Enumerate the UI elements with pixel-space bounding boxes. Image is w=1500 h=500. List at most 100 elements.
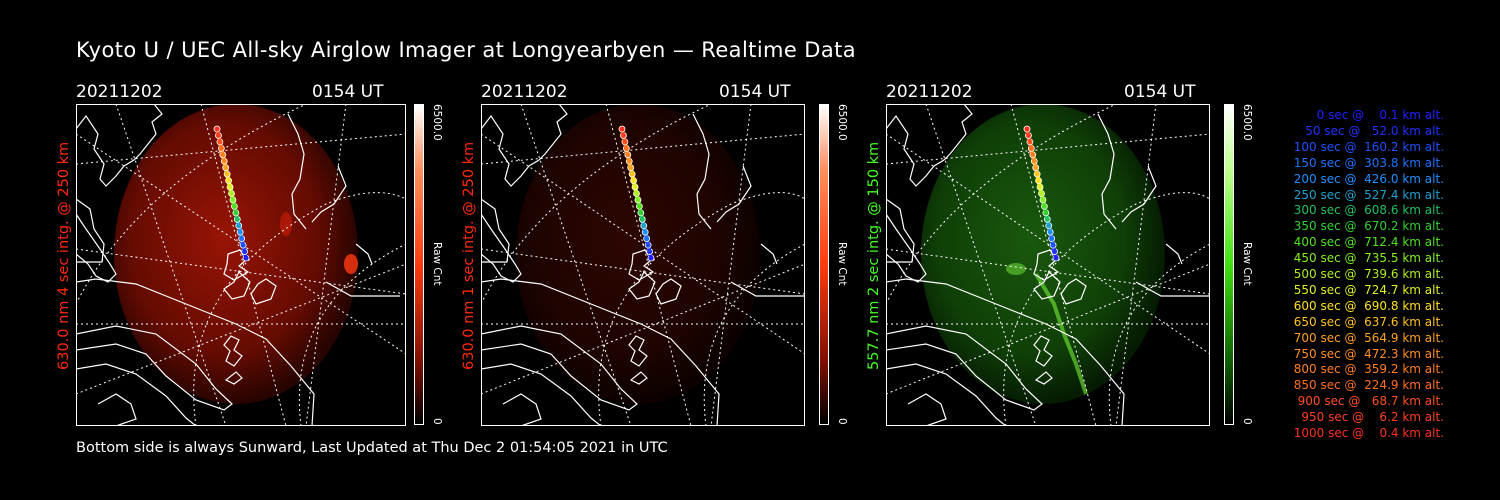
grid-line [605, 104, 692, 426]
grid-line [886, 104, 1117, 305]
grid-line [115, 104, 227, 426]
coastline [1034, 371, 1053, 385]
grid-line [1010, 104, 1097, 426]
panel-3-colorbar [1224, 104, 1234, 425]
coastline [223, 271, 251, 300]
grid-line [710, 104, 752, 426]
panel-frame [481, 104, 805, 426]
legend-entry: 1000 sec @ 0.4 km alt. [1293, 426, 1444, 440]
coastline [730, 281, 805, 297]
aurora-spot [280, 212, 292, 236]
coastline [886, 198, 915, 263]
coastline [886, 104, 973, 187]
coastline [355, 243, 373, 265]
legend-entry: 800 sec @ 359.2 km alt. [1289, 362, 1444, 377]
grid-line [1108, 243, 1210, 426]
grid-line [298, 243, 406, 426]
page-title: Kyoto U / UEC All-sky Airglow Imager at … [76, 38, 857, 62]
legend-entry: 850 sec @ 224.9 km alt. [1289, 378, 1444, 393]
grid-line [886, 263, 1210, 395]
panel-1-date: 20211202 [76, 82, 163, 102]
coastline [1033, 335, 1053, 367]
coastline [481, 198, 510, 263]
panel-2-image [481, 104, 805, 426]
coastline [886, 363, 1007, 426]
sky-image [114, 104, 358, 404]
panel-3-date: 20211202 [886, 82, 973, 102]
grid-line [305, 104, 347, 426]
grid-line [1115, 104, 1157, 426]
grid-line [76, 133, 406, 355]
coastline [223, 335, 243, 367]
coastline [97, 393, 137, 426]
panel-3-side-label: 557.7 nm 2 sec intg. @ 150 km [866, 141, 882, 370]
coastline [502, 393, 542, 426]
grid-line [886, 133, 1210, 165]
coastline [886, 213, 927, 283]
trajectory-point [213, 125, 221, 133]
coastline [481, 104, 568, 187]
coastline [1165, 243, 1183, 265]
coastline [250, 278, 277, 305]
coastline [629, 371, 648, 385]
panel-1-time: 0154 UT [312, 82, 384, 102]
legend-entry: 750 sec @ 472.3 km alt. [1289, 346, 1444, 361]
coastline [1135, 281, 1210, 297]
aurora-spot [1006, 263, 1026, 275]
panel-1-cbar-max: 6500.0 [431, 104, 443, 141]
panel-1-side-label: 630.0 nm 4 sec intg. @ 250 km [56, 141, 72, 370]
coastline [76, 278, 315, 426]
grid-line [76, 263, 406, 395]
coastline [655, 278, 682, 305]
grid-line [76, 133, 406, 165]
coastline [1121, 165, 1157, 223]
coastline [311, 165, 347, 223]
coastline [1060, 278, 1087, 305]
coastline [481, 278, 720, 426]
coastline [76, 213, 117, 283]
legend-entry: 650 sec @ 637.6 km alt. [1289, 314, 1444, 329]
panel-1-image [76, 104, 406, 426]
panel-1-cbar-min: 0 [431, 418, 443, 425]
sky-image [516, 104, 760, 404]
grid-line [76, 248, 406, 295]
panel-2-cbar-max: 6500.0 [836, 104, 848, 141]
panel-2-colorbar [819, 104, 829, 425]
coastline [1033, 271, 1061, 300]
panel-3-cbar-max: 6500.0 [1241, 104, 1253, 141]
trajectory-point [618, 125, 626, 133]
panel-frame [76, 104, 406, 426]
sky-image [921, 104, 1165, 404]
legend-entry: 550 sec @ 724.7 km alt. [1289, 282, 1444, 297]
grid-line [925, 104, 1037, 426]
coastline [481, 325, 638, 411]
legend-entry: 250 sec @ 527.4 km alt. [1289, 187, 1444, 202]
coastline [325, 281, 400, 297]
coastline [886, 278, 1125, 426]
aurora-arc [1034, 272, 1088, 395]
panel-1-colorbar [414, 104, 424, 425]
footer-note: Bottom side is always Sunward, Last Upda… [76, 440, 668, 456]
grid-line [481, 263, 805, 395]
grid-line [520, 104, 632, 426]
aurora-spot [344, 254, 358, 274]
coastline [224, 371, 243, 385]
panel-frame [886, 104, 1210, 426]
grid-line [76, 104, 307, 305]
trajectory-point [1023, 125, 1031, 133]
panel-3-time: 0154 UT [1124, 82, 1196, 102]
legend-entry: 950 sec @ 6.2 km alt. [1297, 410, 1444, 425]
grid-line [200, 104, 287, 426]
panel-2-time: 0154 UT [719, 82, 791, 102]
coastline [692, 113, 712, 230]
grid-line [481, 104, 712, 305]
coastline [76, 325, 233, 411]
coastline [886, 325, 1043, 411]
legend-entry: 900 sec @ 68.7 km alt. [1293, 394, 1444, 409]
legend-entry: 500 sec @ 739.6 km alt. [1289, 267, 1444, 281]
legend-entry: 200 sec @ 426.0 km alt. [1289, 171, 1444, 186]
panel-2-date: 20211202 [481, 82, 568, 102]
coastline [716, 165, 752, 223]
legend-entry: 50 sec @ 52.0 km alt. [1297, 123, 1444, 138]
panel-3-cbar-unit: Raw Cnt [1241, 242, 1253, 286]
